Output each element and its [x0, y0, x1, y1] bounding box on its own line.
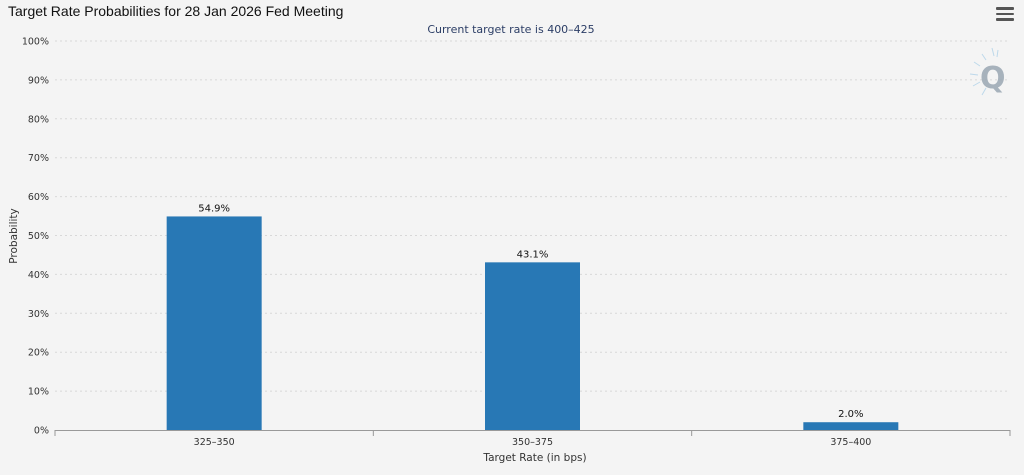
q-logo-icon: Q: [969, 47, 1006, 96]
y-tick-label: 60%: [28, 192, 49, 203]
gridlines: [55, 40, 1010, 392]
svg-text:Q: Q: [980, 61, 1006, 96]
bar[interactable]: [166, 216, 262, 430]
bar[interactable]: [485, 262, 580, 430]
y-tick-label: 100%: [22, 37, 49, 48]
y-tick-label: 80%: [28, 114, 49, 125]
y-tick-label: 0%: [34, 426, 49, 437]
x-tick-label: 375–400: [830, 437, 871, 448]
chart-subtitle: Current target rate is 400–425: [427, 23, 594, 36]
y-axis-title: Probability: [8, 208, 20, 264]
chart-title: Target Rate Probabilities for 28 Jan 202…: [8, 3, 343, 19]
y-tick-label: 50%: [28, 231, 49, 242]
x-tick-label: 325–350: [194, 437, 235, 448]
y-tick-label: 10%: [28, 387, 49, 398]
y-axis-ticks: 0% 10% 20% 30% 40% 50% 60% 70% 80% 90% 100%: [22, 37, 49, 437]
data-label: 43.1%: [517, 249, 549, 260]
hamburger-menu-icon[interactable]: [996, 4, 1014, 22]
x-axis-title: Target Rate (in bps): [482, 452, 586, 464]
y-tick-label: 90%: [28, 75, 49, 86]
y-tick-label: 40%: [28, 270, 49, 281]
y-tick-label: 30%: [28, 309, 49, 320]
y-tick-label: 20%: [28, 348, 49, 359]
y-tick-label: 70%: [28, 153, 49, 164]
data-label: 54.9%: [198, 203, 230, 214]
bars: [166, 216, 899, 430]
data-labels: 54.9% 43.1% 2.0%: [198, 203, 863, 420]
x-tick-label: 350–375: [512, 437, 553, 448]
bar[interactable]: [803, 422, 899, 430]
data-label: 2.0%: [838, 409, 863, 420]
x-axis-ticks: 325–350 350–375 375–400: [54, 430, 1011, 448]
